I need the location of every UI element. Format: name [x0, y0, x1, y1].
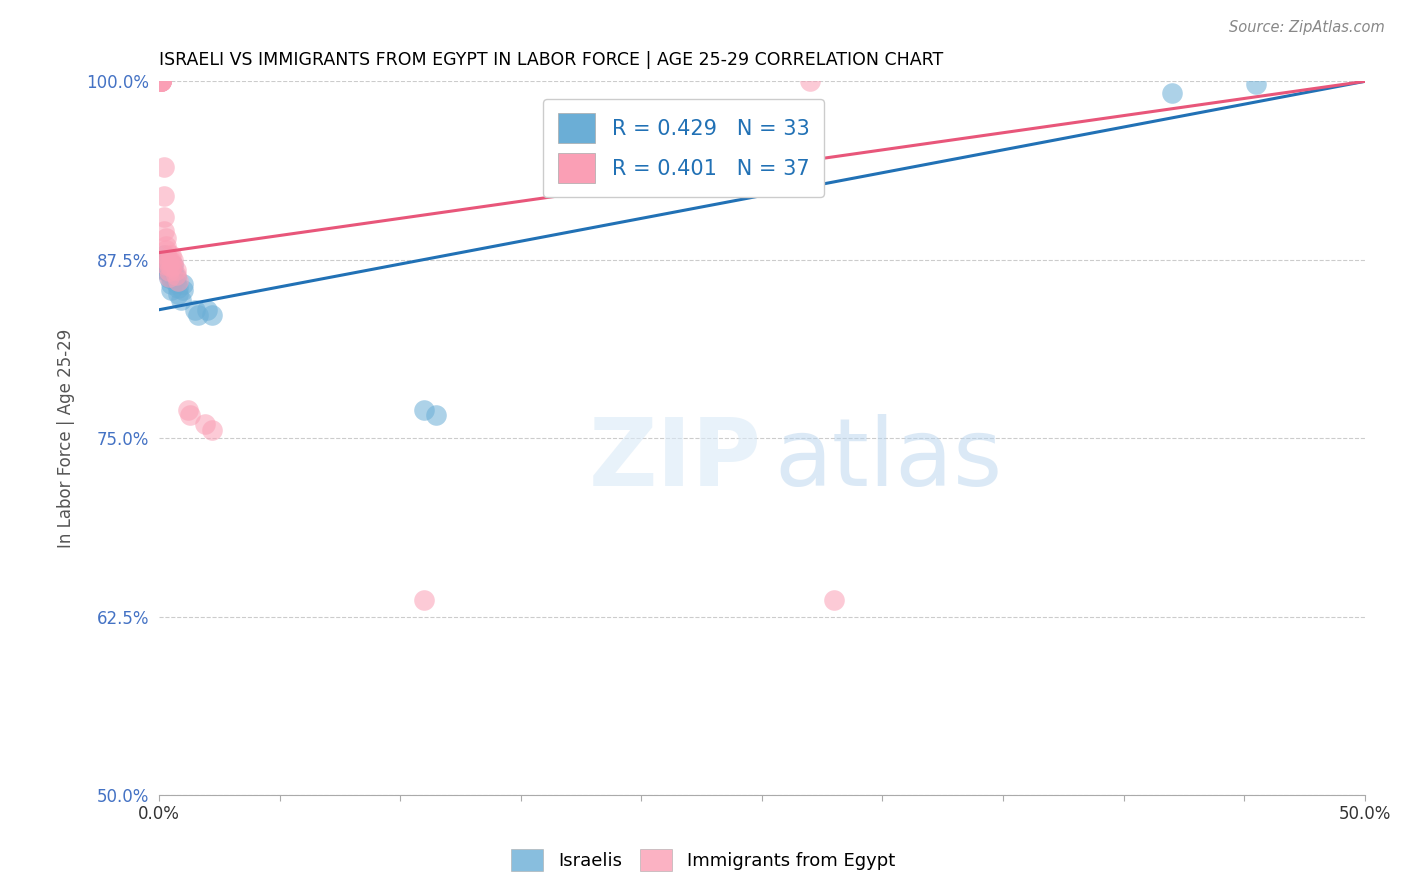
- Point: [172, 283, 194, 297]
- Point: [150, 74, 173, 88]
- Point: [157, 252, 180, 267]
- Point: [160, 260, 183, 274]
- Point: [155, 248, 177, 262]
- Point: [160, 254, 183, 268]
- Point: [153, 252, 176, 267]
- Y-axis label: In Labor Force | Age 25-29: In Labor Force | Age 25-29: [58, 328, 75, 548]
- Point: [150, 74, 173, 88]
- Point: [165, 269, 187, 284]
- Point: [165, 268, 187, 283]
- Point: [153, 210, 176, 224]
- Point: [160, 271, 183, 285]
- Point: [157, 266, 180, 280]
- Point: [170, 293, 193, 307]
- Point: [157, 271, 180, 285]
- Point: [157, 269, 180, 284]
- Point: [155, 231, 177, 245]
- Point: [172, 277, 194, 291]
- Point: [150, 74, 173, 88]
- Point: [150, 257, 173, 271]
- Text: atlas: atlas: [773, 414, 1002, 506]
- Point: [167, 287, 190, 301]
- Point: [157, 264, 180, 278]
- Point: [153, 248, 176, 262]
- Point: [165, 262, 187, 277]
- Point: [157, 259, 180, 273]
- Point: [167, 274, 190, 288]
- Point: [153, 224, 176, 238]
- Point: [160, 277, 183, 291]
- Point: [153, 259, 176, 273]
- Point: [155, 238, 177, 252]
- Point: [167, 281, 190, 295]
- Point: [150, 74, 173, 88]
- Point: [413, 402, 436, 417]
- Point: [150, 261, 173, 276]
- Point: [1160, 86, 1182, 100]
- Point: [1246, 77, 1268, 91]
- Point: [184, 302, 207, 317]
- Point: [155, 259, 177, 273]
- Point: [155, 252, 177, 267]
- Text: ISRAELI VS IMMIGRANTS FROM EGYPT IN LABOR FORCE | AGE 25-29 CORRELATION CHART: ISRAELI VS IMMIGRANTS FROM EGYPT IN LABO…: [159, 51, 943, 69]
- Point: [425, 409, 447, 423]
- Legend: R = 0.429   N = 33, R = 0.401   N = 37: R = 0.429 N = 33, R = 0.401 N = 37: [543, 99, 824, 197]
- Point: [150, 74, 173, 88]
- Point: [153, 160, 176, 174]
- Point: [187, 309, 209, 323]
- Point: [165, 276, 187, 290]
- Point: [153, 188, 176, 202]
- Legend: Israelis, Immigrants from Egypt: Israelis, Immigrants from Egypt: [503, 842, 903, 879]
- Point: [150, 74, 173, 88]
- Point: [195, 302, 218, 317]
- Point: [150, 252, 173, 267]
- Point: [162, 252, 184, 267]
- Point: [194, 417, 217, 431]
- Point: [150, 74, 173, 88]
- Point: [179, 409, 201, 423]
- Point: [823, 592, 845, 607]
- Point: [150, 74, 173, 88]
- Point: [162, 259, 184, 273]
- Text: ZIP: ZIP: [589, 414, 762, 506]
- Point: [157, 260, 180, 274]
- Point: [201, 423, 224, 437]
- Point: [153, 262, 176, 277]
- Point: [162, 259, 184, 273]
- Point: [160, 248, 183, 262]
- Point: [201, 309, 224, 323]
- Text: Source: ZipAtlas.com: Source: ZipAtlas.com: [1229, 20, 1385, 35]
- Point: [413, 592, 436, 607]
- Point: [177, 402, 200, 417]
- Point: [155, 259, 177, 273]
- Point: [155, 243, 177, 257]
- Point: [155, 252, 177, 267]
- Point: [162, 264, 184, 278]
- Point: [160, 283, 183, 297]
- Point: [155, 262, 177, 277]
- Point: [799, 74, 821, 88]
